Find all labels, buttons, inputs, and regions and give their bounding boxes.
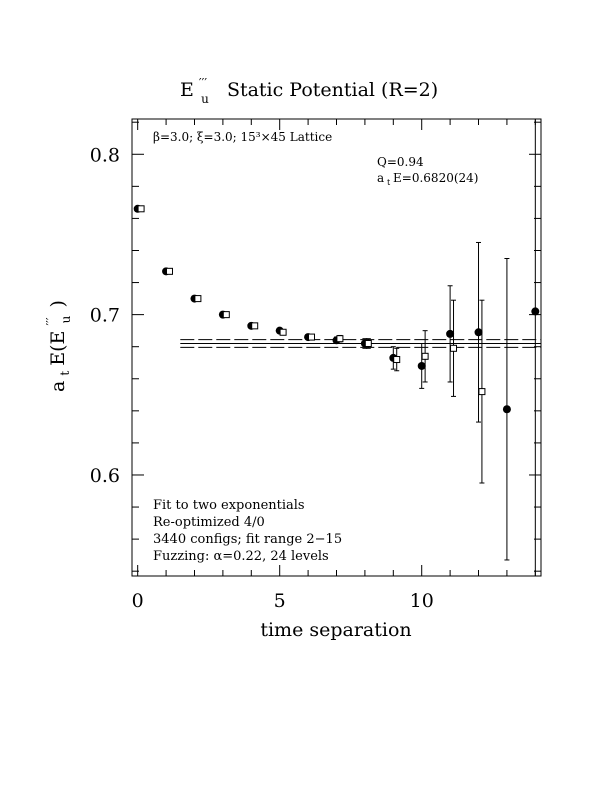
x-tick-label: 5 (274, 590, 286, 612)
y-tick-label: 0.7 (90, 305, 120, 327)
energy-annotation: a t E=0.6820(24) (377, 171, 478, 188)
data-point-open (308, 333, 316, 341)
lattice-annotation: β=3.0; ξ=3.0; 15³×45 Lattice (153, 130, 332, 144)
fit-info-line-4: Fuzzing: α=0.22, 24 levels (153, 549, 329, 564)
data-point-open (222, 311, 230, 319)
fit-info-line-3: 3440 configs; fit range 2−15 (153, 532, 342, 547)
data-point-open (421, 352, 429, 360)
data-point-open (450, 344, 458, 352)
y-tick-label: 0.6 (90, 465, 120, 487)
data-point-open (478, 388, 486, 396)
y-axis-label: a t E(E ′′′ u ) (38, 300, 75, 392)
data-point-filled (474, 328, 483, 337)
x-tick-label: 10 (410, 590, 434, 612)
y-tick-label: 0.8 (90, 144, 120, 166)
fit-info-line-1: Fit to two exponentials (153, 498, 305, 513)
data-points (133, 204, 540, 414)
data-point-open (165, 267, 173, 275)
data-point-open (194, 295, 202, 303)
data-point-open (279, 328, 287, 336)
data-point-filled (502, 405, 511, 414)
data-point-filled (531, 307, 540, 316)
data-point-open (251, 322, 259, 330)
x-tick-labels: 0 5 10 (132, 590, 434, 612)
data-point-filled (417, 361, 426, 370)
data-point-open (364, 339, 372, 347)
chart-title: E ′′′ u Static Potential (R=2) (180, 70, 438, 108)
data-point-open (336, 335, 344, 343)
q-value-annotation: Q=0.94 (377, 155, 424, 169)
fit-info-line-2: Re-optimized 4/0 (153, 515, 265, 530)
x-tick-label: 0 (132, 590, 144, 612)
data-point-open (393, 356, 401, 364)
x-axis-label: time separation (260, 619, 411, 641)
data-point-filled (446, 329, 455, 338)
y-tick-labels: 0.6 0.7 0.8 (90, 144, 120, 487)
data-point-open (137, 205, 145, 213)
fit-band (180, 339, 541, 348)
